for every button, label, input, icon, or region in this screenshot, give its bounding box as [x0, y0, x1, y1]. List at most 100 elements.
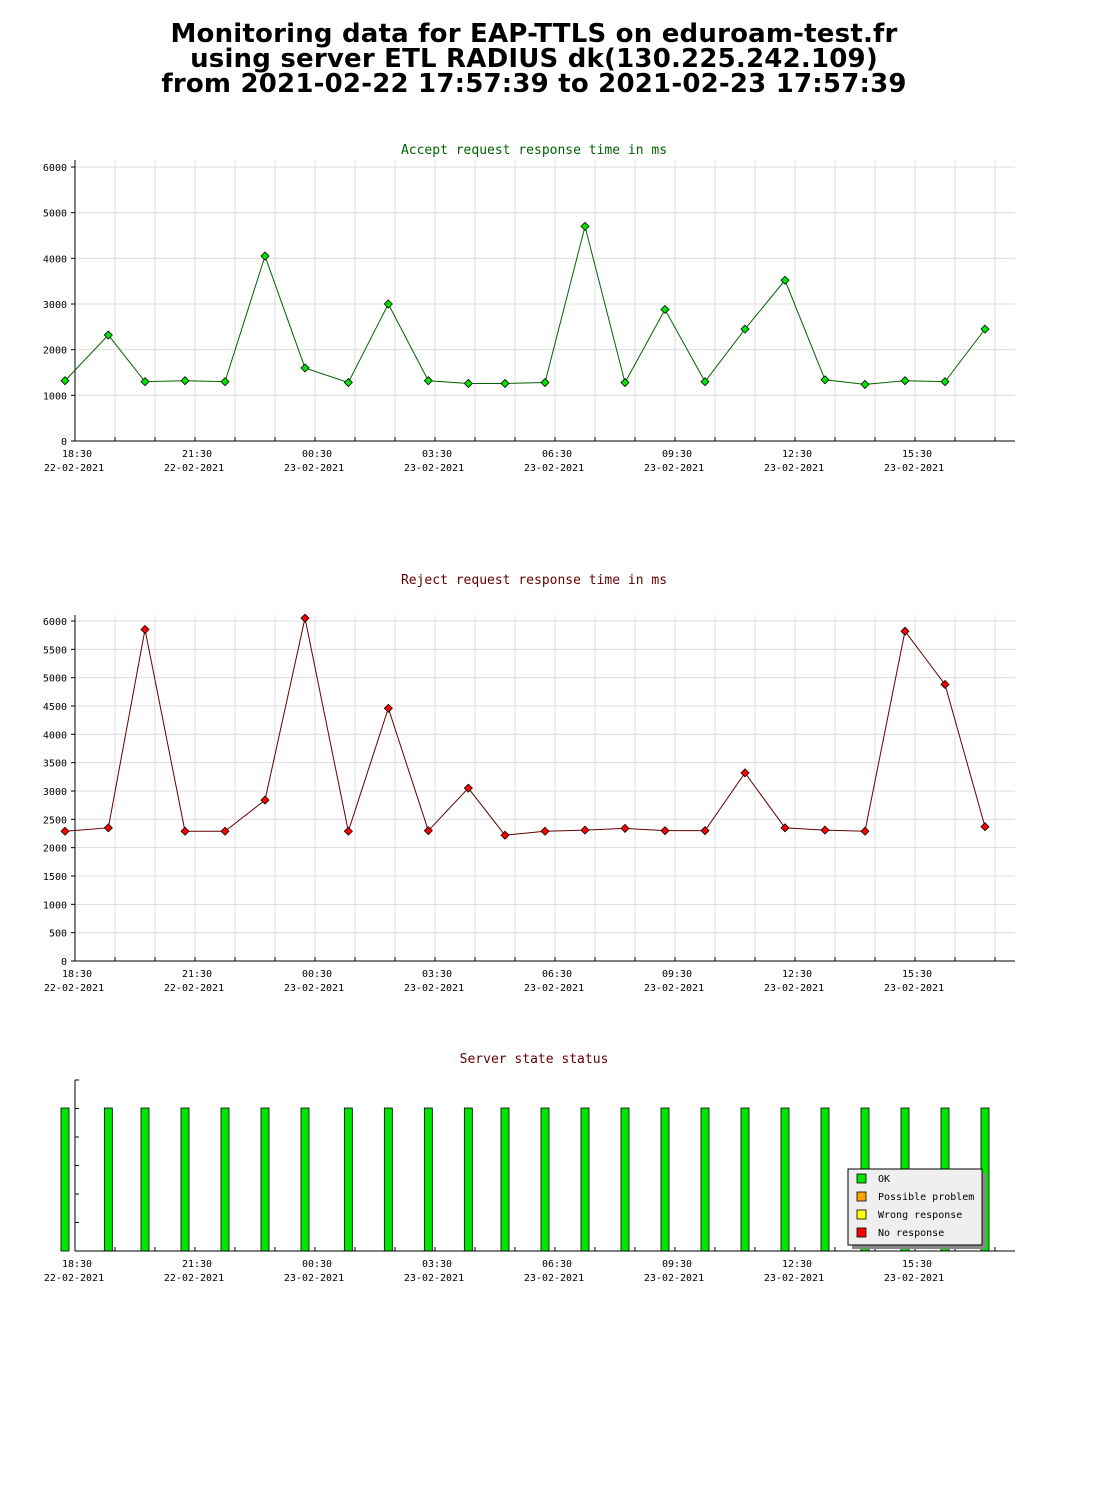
data-point [780, 275, 790, 285]
y-tick-label: 3500 [43, 759, 67, 770]
data-point [260, 251, 270, 261]
data-point [580, 825, 590, 835]
legend-label: Possible problem [878, 1192, 974, 1203]
x-tick-date: 22-02-2021 [164, 1273, 224, 1284]
title-line-3: from 2021-02-22 17:57:39 to 2021-02-23 1… [161, 69, 907, 99]
data-point [423, 376, 433, 386]
series-line [64, 226, 986, 385]
data-point [620, 823, 630, 833]
status-bar [780, 1107, 790, 1252]
status-bar [540, 1107, 550, 1252]
x-tick-time: 06:30 [542, 449, 572, 460]
y-tick-label: 6000 [43, 163, 67, 174]
x-tick-date: 23-02-2021 [764, 1273, 824, 1284]
y-tick-label: 2000 [43, 844, 67, 855]
data-point [220, 826, 230, 836]
data-point [700, 826, 710, 836]
x-tick-time: 18:30 [62, 1259, 92, 1270]
status-bar [820, 1107, 830, 1252]
status-bar [180, 1107, 190, 1252]
status-chart-title: Server state status [460, 1052, 609, 1067]
legend-label: OK [878, 1174, 890, 1185]
x-tick-date: 22-02-2021 [164, 983, 224, 994]
data-point [700, 377, 710, 387]
y-tick-label: 4000 [43, 254, 67, 265]
x-tick-date: 23-02-2021 [884, 463, 944, 474]
data-point [660, 304, 670, 315]
x-tick-date: 22-02-2021 [44, 983, 104, 994]
accept-response-chart: Accept request response time in ms 0 1000… [43, 143, 1015, 474]
x-tick-time: 15:30 [902, 969, 932, 980]
x-tick-time: 21:30 [182, 449, 212, 460]
data-point [860, 826, 870, 836]
y-tick-label: 0 [61, 957, 67, 968]
x-tick-time: 03:30 [422, 1259, 452, 1270]
x-tick-time: 00:30 [302, 1259, 332, 1270]
y-tick-label: 3000 [43, 300, 67, 311]
x-tick-date: 23-02-2021 [764, 463, 824, 474]
data-point [343, 826, 353, 836]
x-tick-time: 12:30 [782, 449, 812, 460]
x-tick-time: 18:30 [62, 969, 92, 980]
x-tick-time: 15:30 [902, 449, 932, 460]
status-bar [300, 1107, 310, 1252]
data-point [820, 825, 830, 835]
status-bar [220, 1107, 230, 1252]
page-title: Monitoring data for EAP-TTLS on eduroam-… [0, 19, 1068, 99]
x-tick-date: 22-02-2021 [164, 463, 224, 474]
data-point [300, 363, 310, 373]
data-point [860, 379, 870, 389]
status-bar [700, 1107, 710, 1252]
x-tick-date: 23-02-2021 [284, 463, 344, 474]
x-tick-time: 03:30 [422, 969, 452, 980]
data-point [580, 221, 590, 231]
legend-swatch [856, 1191, 867, 1202]
data-point [500, 830, 510, 840]
y-tick-label: 3000 [43, 787, 67, 798]
data-point [820, 375, 830, 385]
status-bar [620, 1107, 630, 1252]
data-point [780, 823, 790, 833]
data-point [180, 376, 190, 386]
x-tick-date: 23-02-2021 [884, 983, 944, 994]
x-tick-time: 09:30 [662, 449, 692, 460]
x-tick-date: 23-02-2021 [644, 983, 704, 994]
reject-chart-title: Reject request response time in ms [401, 573, 667, 588]
x-tick-time: 09:30 [662, 1259, 692, 1270]
x-tick-date: 23-02-2021 [404, 1273, 464, 1284]
data-point [900, 376, 910, 386]
x-tick-date: 23-02-2021 [284, 983, 344, 994]
x-tick-time: 09:30 [662, 969, 692, 980]
y-tick-label: 1000 [43, 900, 67, 911]
y-tick-label: 4500 [43, 702, 67, 713]
title-line-1: Monitoring data for EAP-TTLS on eduroam-… [170, 19, 898, 49]
title-line-2: using server ETL RADIUS dk(130.225.242.1… [190, 44, 878, 74]
y-tick-label: 500 [49, 929, 67, 940]
x-tick-time: 12:30 [782, 1259, 812, 1270]
y-tick-label: 1000 [43, 391, 67, 402]
x-tick-date: 23-02-2021 [524, 463, 584, 474]
status-bar [383, 1107, 393, 1252]
status-bar [103, 1107, 113, 1252]
data-point [940, 377, 950, 387]
x-tick-time: 21:30 [182, 1259, 212, 1270]
data-point [103, 823, 113, 833]
data-point [660, 826, 670, 836]
legend-swatch [856, 1173, 867, 1184]
x-tick-date: 23-02-2021 [884, 1273, 944, 1284]
data-point [740, 768, 750, 778]
server-status-chart: Server state status 18:30 22-02-2021 21:30… [44, 1052, 1015, 1284]
data-point [900, 626, 910, 636]
legend: OK Possible problem Wrong response No respo… [847, 1168, 986, 1249]
data-point [260, 795, 270, 805]
status-bar [423, 1107, 433, 1252]
status-bar [580, 1107, 590, 1252]
y-tick-label: 2000 [43, 346, 67, 357]
x-tick-date: 23-02-2021 [404, 463, 464, 474]
legend-label: No response [878, 1228, 944, 1239]
x-tick-date: 23-02-2021 [284, 1273, 344, 1284]
data-point [383, 299, 393, 309]
data-point [940, 679, 950, 690]
data-point [300, 613, 310, 623]
status-bar [500, 1107, 510, 1252]
